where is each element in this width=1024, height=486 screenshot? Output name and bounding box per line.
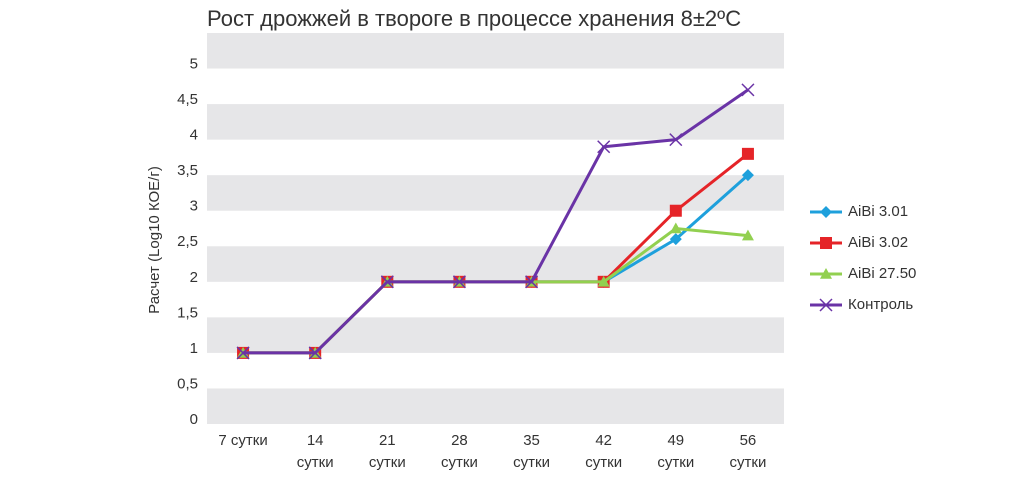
marker <box>380 275 394 289</box>
y-tick-label: 0,5 <box>177 375 198 392</box>
x-tick-label: 7 сутки <box>218 432 268 449</box>
y-tick-label: 1,5 <box>177 304 198 321</box>
marker <box>597 275 610 287</box>
chart-title: Рост дрожжей в твороге в процессе хранен… <box>207 6 741 31</box>
marker <box>820 237 832 249</box>
marker <box>597 140 611 154</box>
marker <box>308 346 322 360</box>
x-tick-label: 56 сутки <box>729 432 767 471</box>
legend-label: AiBi 27.50 <box>848 265 916 282</box>
x-tick-label: 21 сутки <box>368 432 406 471</box>
x-tick-label: 49 сутки <box>657 432 695 471</box>
grid-band <box>207 175 784 211</box>
marker <box>741 83 755 97</box>
marker <box>669 222 682 234</box>
grid-band <box>207 104 784 140</box>
y-tick-label: 1 <box>190 340 198 357</box>
legend-label: AiBi 3.02 <box>848 234 908 251</box>
marker <box>669 233 682 246</box>
series-line <box>243 88 749 355</box>
x-tick-label: 28 сутки <box>441 432 478 471</box>
marker <box>741 229 754 241</box>
marker <box>820 268 832 279</box>
y-tick-label: 5 <box>190 56 198 73</box>
y-tick-label: 3,5 <box>177 162 198 179</box>
y-tick-label: 4 <box>190 127 198 144</box>
marker <box>525 275 539 289</box>
x-tick-label: 42 сутки <box>585 432 623 471</box>
marker <box>452 275 466 289</box>
grid-band <box>207 388 784 424</box>
legend-label: AiBi 3.01 <box>848 203 908 220</box>
legend-label: Контроль <box>848 296 913 313</box>
marker <box>820 206 832 218</box>
marker <box>236 346 250 360</box>
marker <box>741 169 754 182</box>
grid-bands <box>207 33 784 424</box>
y-tick-label: 2,5 <box>177 233 198 250</box>
y-tick-label: 3 <box>190 198 198 215</box>
x-tick-label: 35 сутки <box>513 432 550 471</box>
grid-band <box>207 33 784 69</box>
y-tick-label: 0 <box>190 411 198 428</box>
grid-band <box>207 246 784 282</box>
marker <box>741 147 754 160</box>
y-tick-label: 4,5 <box>177 91 198 108</box>
x-tick-label: 14 сутки <box>296 432 334 471</box>
y-axis-label: Расчет (Log10 КОЕ/г) <box>146 166 163 314</box>
y-tick-label: 2 <box>190 269 198 286</box>
marker <box>669 133 683 147</box>
marker <box>669 204 682 217</box>
grid-band <box>207 317 784 353</box>
marker <box>819 298 833 312</box>
